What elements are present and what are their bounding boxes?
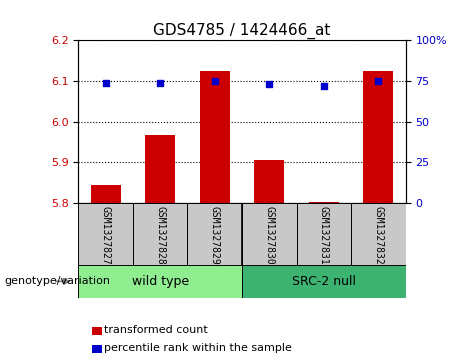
Bar xyxy=(200,70,230,203)
Text: genotype/variation: genotype/variation xyxy=(5,276,111,286)
Bar xyxy=(78,265,242,298)
Bar xyxy=(78,203,133,265)
Bar xyxy=(363,70,393,203)
Bar xyxy=(91,185,121,203)
Title: GDS4785 / 1424466_at: GDS4785 / 1424466_at xyxy=(154,23,331,38)
Point xyxy=(320,83,327,89)
Bar xyxy=(145,135,175,203)
Text: GSM1327827: GSM1327827 xyxy=(100,206,111,265)
Point xyxy=(266,81,273,86)
Text: SRC-2 null: SRC-2 null xyxy=(292,275,356,288)
Text: wild type: wild type xyxy=(132,275,189,288)
Point xyxy=(375,78,382,84)
Text: GSM1327830: GSM1327830 xyxy=(264,206,274,265)
Bar xyxy=(133,203,188,265)
Text: GSM1327831: GSM1327831 xyxy=(319,206,329,265)
Text: percentile rank within the sample: percentile rank within the sample xyxy=(104,343,292,354)
Bar xyxy=(242,265,406,298)
Point xyxy=(157,80,164,86)
Bar xyxy=(242,203,296,265)
Bar xyxy=(351,203,406,265)
Text: GSM1327829: GSM1327829 xyxy=(210,206,220,265)
Bar xyxy=(188,203,242,265)
Text: GSM1327832: GSM1327832 xyxy=(373,206,384,265)
Point xyxy=(102,80,109,86)
Text: transformed count: transformed count xyxy=(104,325,207,335)
Point xyxy=(211,78,219,84)
Bar xyxy=(254,160,284,203)
Text: GSM1327828: GSM1327828 xyxy=(155,206,165,265)
Bar xyxy=(296,203,351,265)
